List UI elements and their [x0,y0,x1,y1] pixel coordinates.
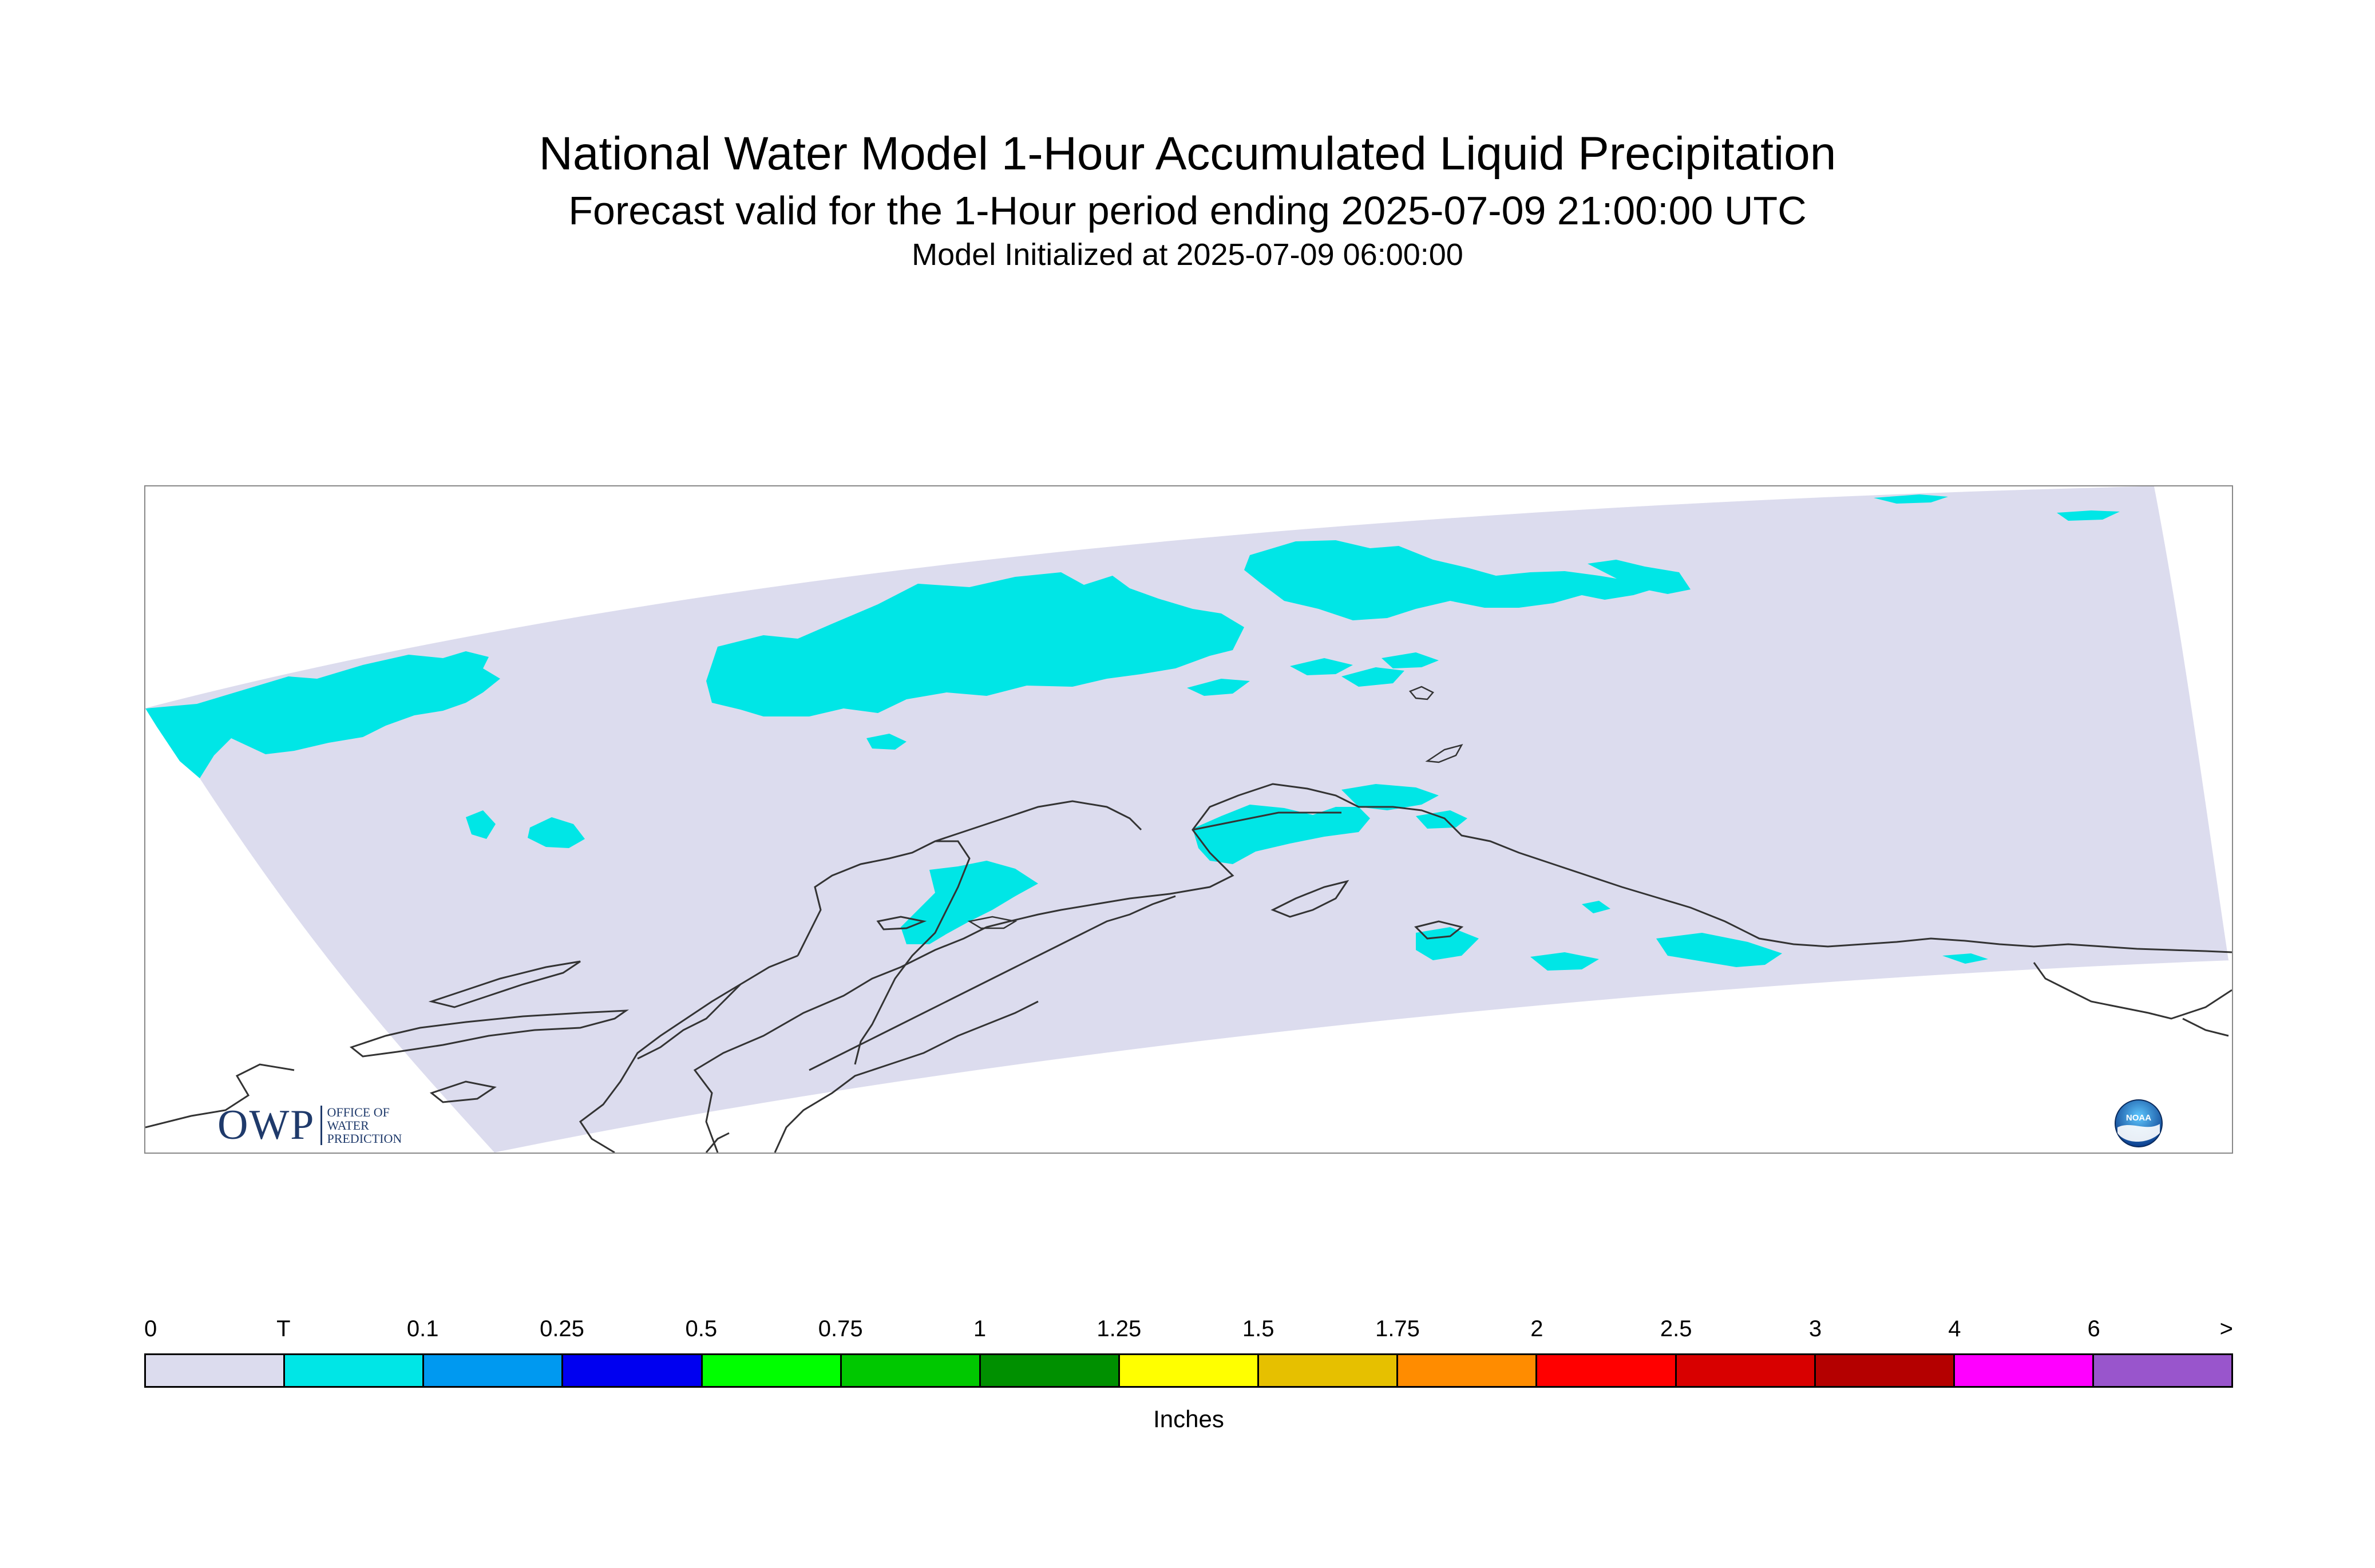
colorbar-tick-label: 0 [144,1316,157,1341]
trace-area-island-a [466,810,496,839]
domain-right-white [2154,486,2232,960]
trace-area-southeast-b [1416,810,1467,829]
colorbar-tick-label: 1 [973,1316,987,1341]
coastline-gulf-islands [1414,920,1464,940]
coastline-anadyr [429,1080,497,1103]
trace-area-islet-b [1942,953,1988,964]
coastline-bristol-bay [774,1000,1039,1153]
coastline-seward [637,983,742,1060]
trace-area-central-north [706,572,1244,716]
colorbar-bin [1398,1355,1538,1386]
coastlines [145,783,2232,1153]
trace-area-small-north-c [1382,652,1439,668]
owp-logo-line-2: WATER [327,1118,369,1133]
trace-area-south-chain [901,861,1038,944]
coastline-aleutian-west [705,1132,730,1153]
trace-area-northeast [1244,540,1656,620]
map-canvas [145,486,2232,1153]
colorbar-bin [1954,1355,2094,1386]
colorbar-tick-label: 0.25 [540,1316,584,1341]
domain-outline [145,486,2155,709]
owp-logo-line-1: OFFICE OF [327,1104,390,1119]
trace-area-far-northeast-a [1874,494,1948,504]
colorbar-legend: 0 T 0.1 0.25 0.5 0.75 1 1.25 1.5 1.75 2 2.5 3 4 6 > Inc… [144,1316,2233,1442]
lake-outline-a [1408,686,1434,700]
coastline-alaska-peninsula [809,895,1176,1071]
colorbar-bin [1815,1355,1955,1386]
colorbar-bin [1537,1355,1677,1386]
trace-area-kodiak [1193,805,1370,864]
coastline-st-lawrence [428,960,581,1008]
model-domain [145,486,2232,1153]
colorbar-bin [285,1355,425,1386]
coastline-nunivak [876,916,927,930]
trace-area-far-northeast-b [2057,510,2120,521]
colorbar-unit: Inches [1153,1405,1224,1432]
trace-area-small-north-a [1290,658,1353,675]
colorbar-tick-label: 1.75 [1375,1316,1420,1341]
trace-area-peninsula [1416,927,1479,960]
colorbar-tick-label: 4 [1948,1316,1961,1341]
lake-outline-b [1425,744,1463,763]
coastline-kodiak [1270,880,1349,918]
inland-outlines [967,686,1463,929]
colorbar-bin [841,1355,981,1386]
colorbar-bin [146,1355,286,1386]
colorbar-tick-label: 0.1 [406,1316,439,1341]
colorbar-tick-label: 0.5 [685,1316,718,1341]
lake-outline-c [967,916,1018,929]
coastline-chukotka-south [145,1063,295,1129]
domain-clip-white [145,708,494,1153]
coastline-far-east [2182,1017,2229,1037]
colorbar-bin [424,1355,564,1386]
coastline-chukotka [349,1009,630,1058]
colorbar-tick-label: 2 [1530,1316,1543,1341]
colorbar-bin [2093,1355,2232,1386]
colorbar-tick-label: 2.5 [1660,1316,1692,1341]
trace-area-small-north-d [1187,679,1250,696]
colorbar-tick-label: 0.75 [818,1316,863,1341]
owp-logo-mark: OWP [217,1101,315,1149]
colorbar-bin [1119,1355,1260,1386]
forecast-subtitle: Forecast valid for the 1-Hour period end… [568,188,1807,233]
map-title: National Water Model 1-Hour Accumulated … [539,128,1836,180]
owp-logo-subtitle: OFFICE OF WATER PREDICTION [320,1104,402,1146]
colorbar-tick-label: T [276,1316,291,1341]
trace-precip-areas [145,494,2120,971]
coastline-yukon-delta [797,840,971,1065]
colorbar-bin [702,1355,842,1386]
trace-area-gulf-mid [1530,952,1599,971]
noaa-logo: NOAA [2115,1099,2163,1147]
colorbar-bin [1259,1355,1399,1386]
trace-area-gulf-east [1656,933,1782,967]
colorbar-tick-label: 6 [2087,1316,2100,1341]
noaa-logo-text: NOAA [2126,1113,2151,1123]
colorbar-bin [1676,1355,1816,1386]
colorbar-tick-label: 3 [1808,1316,1822,1341]
owp-logo: OWP OFFICE OF WATER PREDICTION [217,1101,402,1149]
trace-area-east-ridge [1588,560,1691,594]
trace-area-southeast-a [1341,784,1439,810]
trace-area-ruby [866,734,907,750]
colorbar-tick-label: 1.5 [1242,1316,1274,1341]
colorbar-bin [980,1355,1120,1386]
colorbar-bins [144,1353,2233,1388]
trace-area-west [145,651,500,778]
coastline-southeast-ak [2033,962,2232,1020]
owp-logo-line-3: PREDICTION [327,1131,402,1146]
trace-area-islet-a [1582,901,1610,913]
coastline-kenai [1192,811,1341,831]
colorbar-bin [563,1355,703,1386]
colorbar-tick-label: 1.25 [1097,1316,1142,1341]
trace-area-island-b [528,817,585,848]
init-subtitle: Model Initialized at 2025-07-09 06:00:00 [912,237,1463,272]
colorbar-labels: 0 T 0.1 0.25 0.5 0.75 1 1.25 1.5 1.75 2 2.5 3 4 6 > [144,1316,2233,1351]
map-panel [144,485,2233,1154]
coastline-norton-sound [935,800,1142,842]
trace-area-small-north-b [1341,667,1404,687]
colorbar-tick-label: > [2219,1316,2233,1341]
